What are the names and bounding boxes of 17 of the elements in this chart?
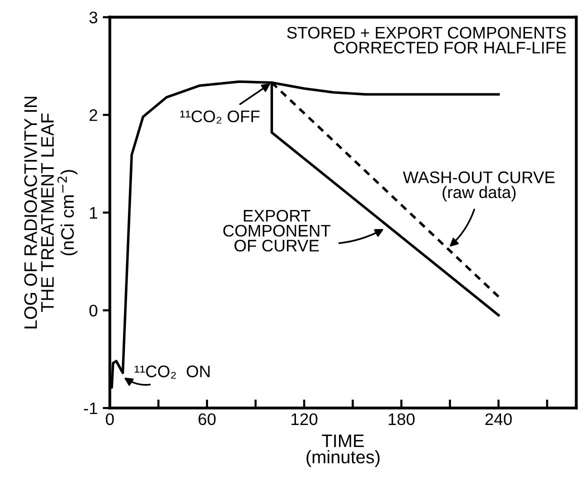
x-tick-label: 120 bbox=[292, 413, 318, 426]
y-tick-label: 3 bbox=[89, 12, 98, 24]
y-tick-label: 2 bbox=[90, 109, 98, 121]
annotation: ¹¹CO₂ OFF bbox=[180, 110, 260, 124]
y-axis-title: LOG OF RADIOACTIVITY IN THE TREATMENT LEAF (nCi cm$^{−2}$) bbox=[24, 96, 78, 328]
x-tick-label: 240 bbox=[485, 413, 512, 426]
annotation: STORED + EXPORT COMPONENTS CORRECTED FOR HALF-LIFE bbox=[287, 26, 566, 54]
annotation: WASH-OUT CURVE (raw data) bbox=[402, 171, 555, 202]
x-tick-label: 0 bbox=[106, 413, 114, 426]
annotation: ¹¹CO₂ ON bbox=[134, 366, 210, 379]
y-tick-label: -1 bbox=[84, 402, 98, 414]
annotation: EXPORT COMPONENT OF CURVE bbox=[223, 210, 330, 252]
y-tick-label: 0 bbox=[89, 304, 98, 317]
x-tick-label: 180 bbox=[388, 413, 415, 426]
x-axis-title: TIME (minutes) bbox=[306, 434, 380, 467]
x-tick-label: 60 bbox=[198, 413, 216, 426]
y-tick-label: 1 bbox=[90, 207, 98, 219]
